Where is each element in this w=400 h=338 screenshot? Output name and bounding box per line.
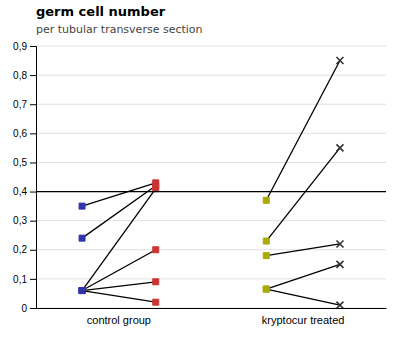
point xyxy=(153,279,159,285)
x-axis: control group kryptocur treated xyxy=(37,308,387,326)
point xyxy=(79,235,85,241)
slope-line xyxy=(82,250,156,291)
y-tick: 0,3 xyxy=(13,215,36,226)
y-tick-label: 0,1 xyxy=(13,274,27,285)
point xyxy=(336,302,343,308)
slope-line xyxy=(266,61,340,201)
y-tick-label: 0,3 xyxy=(13,215,27,226)
y-tick-mark xyxy=(30,133,36,134)
x-tick-label: kryptocur treated xyxy=(262,314,345,326)
x-tick: kryptocur treated xyxy=(262,308,345,326)
y-tick-mark xyxy=(30,104,36,105)
point xyxy=(153,299,159,305)
slope-line xyxy=(266,148,340,241)
y-tick-label: 0,5 xyxy=(13,157,27,168)
point xyxy=(153,186,159,192)
grid-line xyxy=(36,104,386,105)
y-tick-mark xyxy=(30,75,36,76)
y-tick-label: 0,2 xyxy=(13,244,27,255)
point xyxy=(336,261,343,268)
y-tick-mark xyxy=(30,162,36,163)
subtitle: per tubular transverse section xyxy=(36,23,203,36)
slope-line xyxy=(266,289,340,305)
point xyxy=(336,57,343,64)
reference-line xyxy=(36,191,386,192)
group xyxy=(263,57,343,308)
x-tick: control group xyxy=(87,308,151,326)
y-tick: 0,1 xyxy=(13,274,36,285)
slope-line xyxy=(266,244,340,256)
slope-line xyxy=(82,282,156,291)
point xyxy=(79,288,85,294)
y-tick-label: 0,4 xyxy=(13,186,27,197)
point xyxy=(263,238,269,244)
slope-line xyxy=(82,189,156,291)
y-tick-label: 0 xyxy=(21,303,27,314)
slope-line xyxy=(82,186,156,238)
marks xyxy=(36,57,386,308)
y-axis: 0 0,1 0,2 0,3 0,4 0,5 0,6 0,7 0,8 0,9 xyxy=(13,41,36,314)
point xyxy=(263,253,269,259)
point xyxy=(79,288,85,294)
point xyxy=(153,247,159,253)
y-tick-mark xyxy=(30,221,36,222)
point xyxy=(79,288,85,294)
point xyxy=(263,286,269,292)
y-tick: 0,7 xyxy=(13,99,36,110)
plot: 0 0,1 0,2 0,3 0,4 0,5 0,6 0,7 0,8 0,9 control grou… xyxy=(13,41,386,326)
point xyxy=(336,240,343,247)
grid-line xyxy=(36,162,386,163)
group xyxy=(79,180,159,305)
y-tick-mark xyxy=(30,308,36,309)
slope-line xyxy=(266,264,340,289)
y-tick-label: 0,7 xyxy=(13,99,27,110)
y-tick-label: 0,9 xyxy=(13,41,27,52)
title: germ cell number xyxy=(36,4,166,19)
slope-line xyxy=(82,291,156,303)
y-tick: 0,2 xyxy=(13,244,36,255)
point xyxy=(79,288,85,294)
y-tick-mark xyxy=(30,46,36,47)
grid-line xyxy=(36,249,386,250)
y-tick: 0,5 xyxy=(13,157,36,168)
grid-line xyxy=(36,191,386,192)
grid-line xyxy=(36,75,386,76)
point xyxy=(336,144,343,151)
slope-line xyxy=(82,183,156,206)
grid-line xyxy=(36,133,386,134)
grid-line xyxy=(36,46,386,47)
y-tick-mark xyxy=(30,192,36,193)
y-tick: 0,6 xyxy=(13,128,36,139)
point xyxy=(263,286,269,292)
point xyxy=(263,197,269,203)
y-tick-mark xyxy=(30,250,36,251)
y-tick: 0,8 xyxy=(13,70,36,81)
y-tick: 0,9 xyxy=(13,41,36,52)
grid-line xyxy=(36,220,386,221)
grid-line xyxy=(36,308,386,309)
chart: germ cell number per tubular transverse s… xyxy=(0,0,400,338)
point xyxy=(79,203,85,209)
y-tick: 0 xyxy=(21,303,36,314)
grid-line xyxy=(36,278,386,279)
grid xyxy=(36,46,386,308)
y-tick-label: 0,6 xyxy=(13,128,27,139)
y-axis-line xyxy=(30,47,37,309)
y-tick-mark xyxy=(30,279,36,280)
y-tick-label: 0,8 xyxy=(13,70,27,81)
y-tick: 0,4 xyxy=(13,186,36,197)
x-axis-line xyxy=(37,308,387,309)
x-tick-label: control group xyxy=(87,314,151,326)
